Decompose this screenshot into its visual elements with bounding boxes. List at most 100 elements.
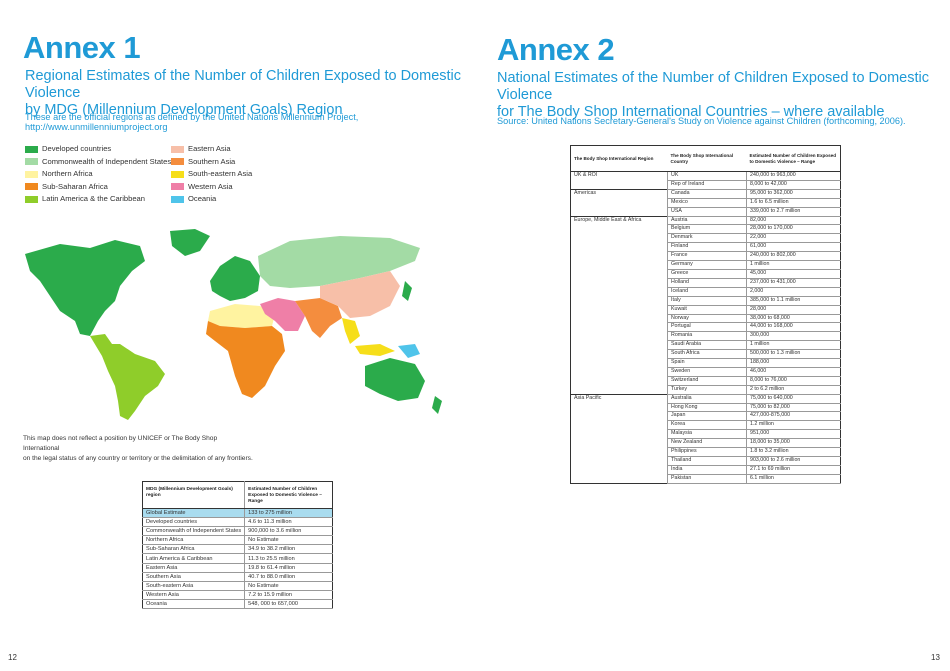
cell-region: Oceania [142,599,246,610]
table-row: Norway 38,000 to 68,000 [571,314,841,324]
annex1-subtitle: Regional Estimates of the Number of Chil… [25,68,465,119]
table-header-row: The Body Shop International Region The B… [570,145,841,172]
table-row: Mexico 1.6 to 6.5 million [571,198,841,208]
cell-range: 1 million [746,260,841,270]
cell-country: South Africa [667,349,747,360]
cell-country: USA [667,207,747,217]
header-region: The Body Shop International Region [570,145,668,172]
cell-range: 4.6 to 11.3 million [244,517,333,528]
cell-region: Latin America & Caribbean [142,553,246,564]
cell-region: Europe, Middle East & Africa [570,215,668,395]
table-row: Kuwait 28,000 [571,305,841,315]
cell-country: Iceland [667,287,747,297]
map-disclaimer-line2: on the legal status of any country or te… [23,455,253,462]
cell-region: Developed countries [142,517,246,528]
map-region-latin-america [90,334,165,420]
cell-range: 237,000 to 431,000 [746,278,841,288]
legend-item: Developed countries [25,144,111,155]
regional-estimates-table: MDG (Millennium Development Goals) regio… [142,481,333,610]
table-row: Sweden 46,000 [571,367,841,377]
cell-range: 188,000 [746,358,841,368]
cell-range: 6.1 million [746,474,841,484]
legend-label: Sub-Saharan Africa [42,181,108,191]
map-region-sub-saharan-africa [206,321,285,398]
table-row: Saudi Arabia 1 million [571,340,841,351]
legend-item: Eastern Asia [171,144,231,155]
map-region-europe [210,256,260,301]
table-row: Oceania 548, 000 to 657,000 [142,599,333,610]
cell-region: Americas [570,188,668,217]
legend-swatch [25,195,38,203]
cell-range: 385,000 to 1.1 million [746,296,841,306]
legend-item: Southern Asia [171,157,235,168]
cell-range: 7.2 to 15.9 million [244,590,333,600]
cell-country: Denmark [667,233,747,244]
cell-range: 1 million [746,340,841,351]
table-row: Global Estimate 133 to 275 million [142,508,333,519]
legend-swatch [25,145,38,153]
table-row: Northern Africa No Estimate [142,535,333,546]
page-number-right: 13 [931,653,940,662]
cell-country: Sweden [667,367,747,377]
map-region-new-zealand [432,396,442,414]
cell-range: 75,000 to 82,000 [746,403,841,413]
cell-range: 951,000 [746,429,841,440]
map-region-northern-africa [208,304,275,328]
cell-country: India [667,465,747,475]
map-region-oceania [398,344,420,358]
map-region-south-eastern-asia [342,318,395,356]
annex1-note: These are the official regions as define… [25,112,359,132]
cell-country: New Zealand [667,438,747,449]
table-row: Holland 237,000 to 431,000 [571,278,841,288]
table-row: Germany 1 million [571,260,841,270]
table-row: Asia Pacific Australia 75,000 to 640,000 [570,393,841,484]
legend-label: Commonwealth of Independent States [42,156,172,166]
map-legend: Developed countries Commonwealth of Indep… [25,144,325,206]
cell-country: Greece [667,269,747,279]
table-row: Western Asia 7.2 to 15.9 million [142,590,333,600]
cell-country: Austria [667,215,747,226]
cell-range: 240,000 to 963,000 [746,171,841,181]
header-estimate-range: Estimated Number of Children Exposed to … [746,145,841,172]
map-region-greenland [170,229,210,256]
cell-range: 300,000 [746,331,841,342]
cell-region: UK & ROI [570,171,668,190]
cell-country: Spain [667,358,747,368]
cell-country: Australia [667,393,747,404]
table-row: Spain 188,000 [571,358,841,368]
legend-swatch [171,170,184,178]
table-row: Finland 61,000 [571,242,841,253]
table-row: Hong Kong 75,000 to 82,000 [571,403,841,413]
table-row: Europe, Middle East & Africa Austria 82,00… [570,215,841,395]
cell-country: Korea [667,420,747,431]
cell-range: 900,000 to 3.6 million [244,526,333,537]
cell-range: 27.1 to 69 million [746,465,841,475]
cell-region: Sub-Saharan Africa [142,544,246,555]
cell-country: Japan [667,411,747,422]
cell-range: 38,000 to 68,000 [746,314,841,324]
table-row: Developed countries 4.6 to 11.3 million [142,517,333,528]
annex1-subtitle-line2: by MDG (Millennium Development Goals) Re… [25,102,343,118]
cell-region: Eastern Asia [142,563,246,573]
cell-range: 61,000 [746,242,841,253]
table-row: South Africa 500,000 to 1.3 million [571,349,841,360]
cell-country: Saudi Arabia [667,340,747,351]
cell-region: South-eastern Asia [142,581,246,591]
map-region-southern-asia [295,298,342,338]
cell-region: Western Asia [142,590,246,600]
table-row: Iceland 2,000 [571,287,841,297]
legend-item: Western Asia [171,182,233,193]
cell-range: 11.3 to 25.5 million [244,553,333,564]
cell-country: UK [667,171,747,181]
cell-country: Holland [667,278,747,288]
legend-label: Southern Asia [188,156,236,166]
cell-country: Norway [667,314,747,324]
cell-range: 8,000 to 76,000 [746,376,841,386]
table-row: India 27.1 to 69 million [571,465,841,475]
cell-region: Southern Asia [142,572,246,582]
cell-country: Belgium [667,224,747,235]
cell-country: Hong Kong [667,403,747,413]
cell-range: 95,000 to 362,000 [746,188,841,199]
cell-range: 75,000 to 640,000 [746,393,841,404]
cell-range: 18,000 to 35,000 [746,438,841,449]
